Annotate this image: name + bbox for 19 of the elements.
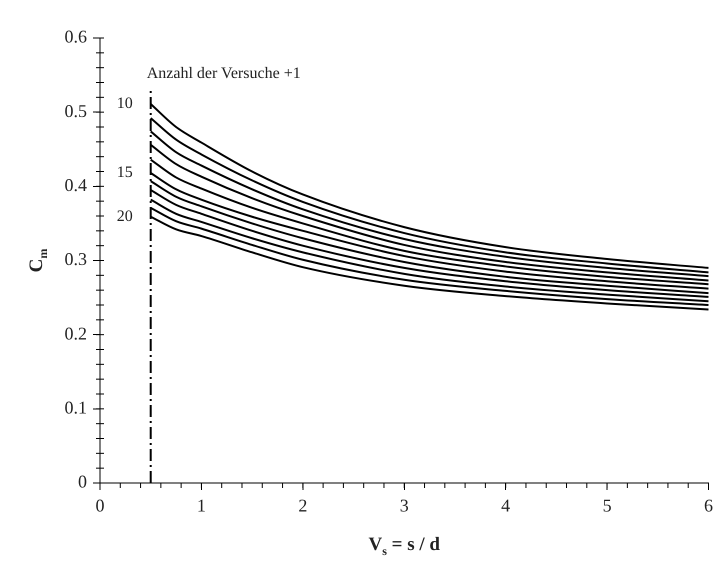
y-axis-title: Cm [26,248,50,272]
ref-line-label: Anzahl der Versuche +1 [146,65,301,82]
annotation: 20 [116,208,133,225]
y-tick-label: 0.5 [64,100,87,121]
x-tick-label: 4 [501,496,510,516]
y-tick-label: 0 [78,472,87,492]
x-tick-label: 1 [196,496,206,516]
x-tick-label: 6 [704,496,713,516]
y-tick-label: 0.3 [64,249,87,270]
x-tick-label: 3 [400,496,409,516]
y-tick-label: 0.4 [64,175,87,196]
annotation: 10 [116,95,133,112]
annotation: 15 [116,164,133,182]
y-tick-label: 0.6 [64,26,87,47]
x-tick-label: 2 [298,496,308,516]
y-tick-label: 0.2 [64,323,87,344]
x-tick-label: 0 [96,496,104,516]
y-tick-label: 0.1 [64,398,87,418]
x-tick-label: 5 [602,496,612,516]
